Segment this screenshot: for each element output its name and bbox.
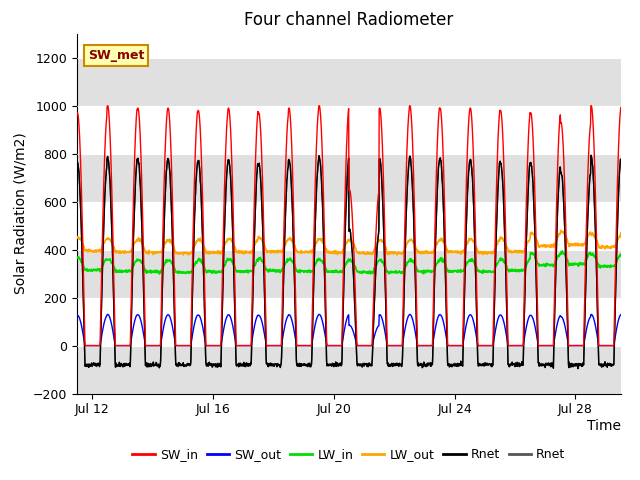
Text: SW_met: SW_met bbox=[88, 49, 144, 62]
Text: Time: Time bbox=[587, 419, 621, 433]
Bar bbox=[77, 250, 621, 298]
Y-axis label: Solar Radiation (W/m2): Solar Radiation (W/m2) bbox=[13, 133, 27, 294]
Bar bbox=[77, 154, 621, 202]
Bar bbox=[77, 346, 621, 394]
Title: Four channel Radiometer: Four channel Radiometer bbox=[244, 11, 453, 29]
Legend: SW_in, SW_out, LW_in, LW_out, Rnet, Rnet: SW_in, SW_out, LW_in, LW_out, Rnet, Rnet bbox=[127, 443, 570, 466]
Bar bbox=[77, 58, 621, 106]
